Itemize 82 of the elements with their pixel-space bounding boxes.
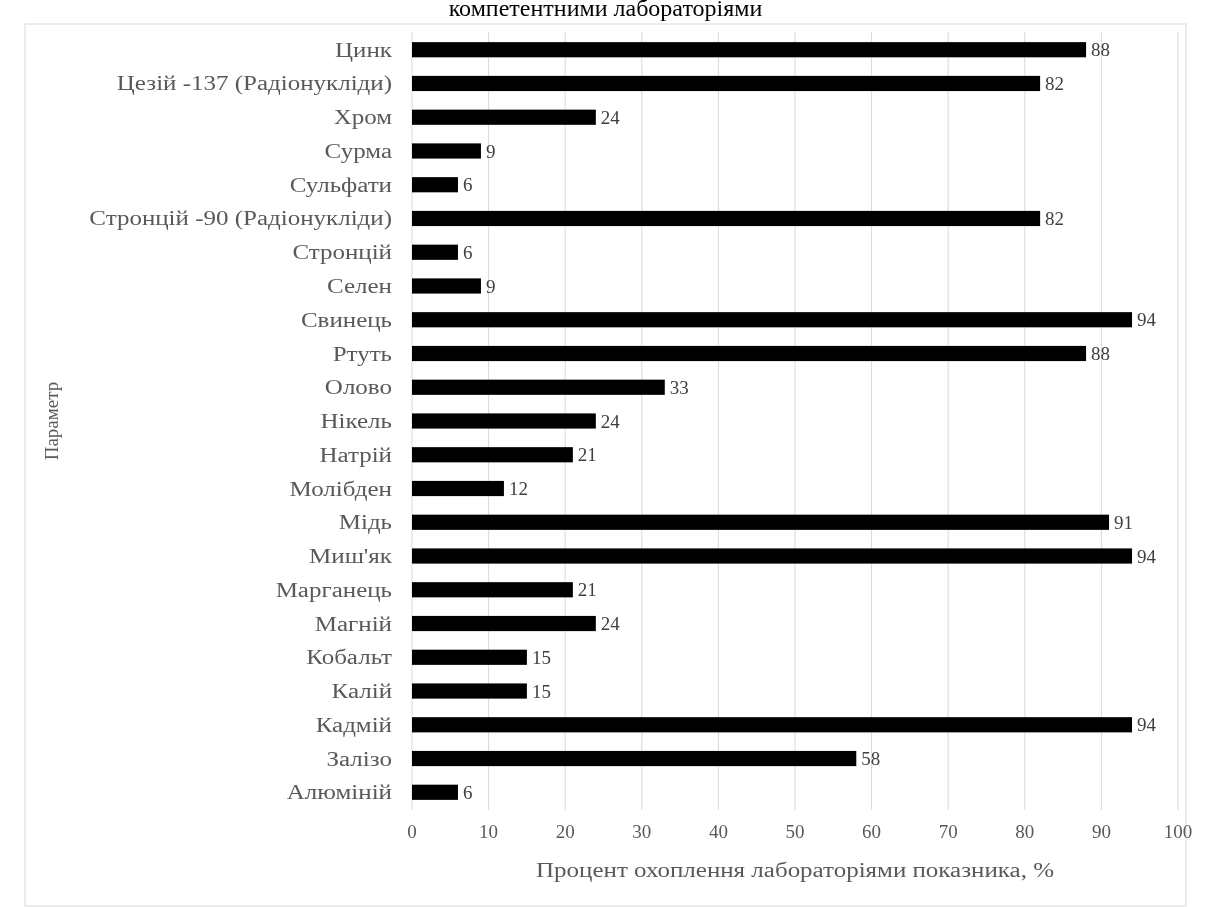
data-label: 58 bbox=[861, 748, 881, 770]
x-axis-title: Процент охоплення лабораторіями показника, % bbox=[536, 859, 1055, 882]
y-tick-label: Магній bbox=[314, 612, 392, 635]
y-tick-label: Залізо bbox=[326, 747, 392, 770]
x-tick-label: 70 bbox=[938, 821, 958, 842]
y-tick-label: Миш'як bbox=[309, 545, 394, 568]
bar bbox=[412, 413, 596, 429]
x-tick-label: 50 bbox=[785, 821, 805, 842]
data-label: 82 bbox=[1045, 208, 1065, 230]
y-tick-label: Селен bbox=[327, 275, 392, 298]
data-label: 24 bbox=[600, 106, 621, 128]
bar bbox=[412, 75, 1041, 92]
data-label: 12 bbox=[508, 478, 528, 500]
data-label: 91 bbox=[1114, 511, 1134, 533]
y-tick-label: Калій bbox=[331, 680, 392, 703]
y-tick-label: Алюміній bbox=[286, 781, 392, 804]
data-label: 21 bbox=[577, 579, 597, 601]
bar bbox=[412, 615, 596, 632]
y-tick-label: Молібден bbox=[289, 477, 392, 500]
x-tick-label: 90 bbox=[1091, 821, 1111, 842]
y-tick-label: Сульфати bbox=[289, 174, 392, 197]
bar bbox=[412, 447, 573, 463]
data-label: 15 bbox=[531, 680, 551, 702]
bar bbox=[412, 244, 458, 260]
y-tick-label: Мідь bbox=[338, 511, 392, 534]
y-tick-label: Нікель bbox=[320, 410, 392, 433]
x-tick-label: 20 bbox=[555, 821, 575, 842]
bar bbox=[412, 379, 665, 395]
bar bbox=[412, 582, 573, 598]
data-label: 82 bbox=[1045, 73, 1065, 95]
data-label: 94 bbox=[1137, 714, 1157, 736]
bar bbox=[412, 750, 857, 767]
data-label: 88 bbox=[1091, 343, 1111, 365]
x-tick-label: 100 bbox=[1163, 821, 1193, 842]
data-label: 6 bbox=[462, 174, 473, 196]
bar bbox=[412, 480, 504, 497]
y-axis-title: Параметр bbox=[41, 381, 62, 461]
data-label: 33 bbox=[669, 376, 689, 398]
x-tick-label: 30 bbox=[632, 821, 652, 842]
y-tick-label: Марганець bbox=[275, 579, 392, 602]
bar bbox=[412, 784, 458, 800]
data-label: 21 bbox=[577, 444, 597, 466]
bar bbox=[412, 717, 1133, 733]
bar bbox=[412, 649, 527, 665]
data-label: 94 bbox=[1137, 309, 1157, 331]
bar bbox=[412, 683, 527, 699]
x-tick-label: 80 bbox=[1015, 821, 1035, 842]
bar bbox=[412, 278, 481, 294]
bar bbox=[412, 210, 1041, 227]
data-label: 24 bbox=[600, 613, 621, 635]
y-tick-label: Свинець bbox=[300, 309, 392, 332]
data-label: 9 bbox=[485, 140, 496, 162]
bar bbox=[412, 345, 1087, 362]
data-label: 9 bbox=[485, 275, 496, 297]
y-tick-label: Кобальт bbox=[306, 646, 393, 669]
bar bbox=[412, 143, 481, 159]
y-tick-label: Ртуть bbox=[332, 342, 392, 365]
bar bbox=[412, 42, 1087, 58]
data-label: 6 bbox=[462, 241, 473, 263]
bar bbox=[412, 514, 1110, 530]
y-tick-label: Стронцій bbox=[292, 241, 392, 264]
y-tick-label: Сурма bbox=[324, 140, 392, 163]
x-tick-label: 40 bbox=[708, 821, 728, 842]
data-label: 88 bbox=[1091, 39, 1111, 61]
y-tick-label: Натрій bbox=[319, 444, 392, 467]
y-tick-label: Олово bbox=[324, 376, 392, 399]
y-tick-label: Цезій -137 (Радіонукліди) bbox=[116, 72, 392, 95]
bar bbox=[412, 312, 1133, 328]
bar bbox=[412, 548, 1133, 564]
bar bbox=[412, 177, 458, 193]
y-tick-label: Цинк bbox=[335, 39, 394, 62]
y-tick-label: Хром bbox=[333, 106, 392, 129]
data-label: 6 bbox=[462, 781, 473, 803]
x-tick-label: 0 bbox=[407, 821, 417, 842]
x-tick-label: 60 bbox=[862, 821, 882, 842]
data-label: 94 bbox=[1137, 545, 1157, 567]
data-label: 15 bbox=[531, 646, 551, 668]
y-tick-label: Кадмій bbox=[315, 714, 392, 737]
data-label: 24 bbox=[600, 410, 621, 432]
x-tick-label: 10 bbox=[479, 821, 499, 842]
y-tick-label: Стронцій -90 (Радіонукліди) bbox=[89, 207, 392, 230]
bar bbox=[412, 109, 596, 125]
